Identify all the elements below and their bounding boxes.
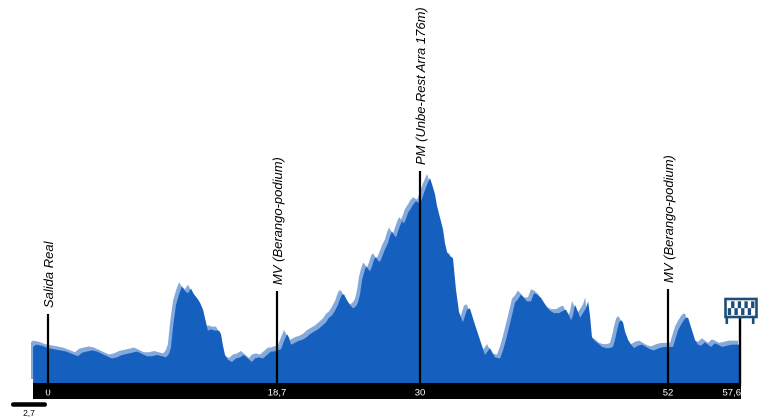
- x-axis-bar: [33, 383, 741, 399]
- flag-leg-left: [725, 316, 729, 324]
- scale-bar-label: 2,7: [23, 408, 35, 418]
- flag-checker-pattern: [727, 301, 755, 315]
- flag-checker-cell: [731, 301, 735, 309]
- x-tick-label: 0: [45, 388, 50, 399]
- flag-checker-cell: [751, 301, 755, 309]
- flag-pole: [738, 318, 742, 386]
- flag-leg-right: [751, 316, 755, 324]
- scale-bar: [11, 402, 47, 407]
- x-tick-label: 52: [663, 388, 674, 399]
- route-marker-pm-summit: PM (Unbe-Rest Arra 176m): [413, 7, 428, 390]
- flag-checker-cell: [741, 308, 745, 315]
- profile-area: [33, 178, 742, 383]
- route-marker-start: Salida Real: [41, 240, 56, 390]
- marker-label: Salida Real: [41, 240, 56, 308]
- finish-flag-icon: [724, 297, 758, 386]
- route-marker-mv1: MV (Berango-podium): [270, 157, 285, 390]
- route-marker-mv2: MV (Berango-podium): [661, 155, 676, 390]
- flag-checker-cell: [737, 301, 742, 309]
- flag-checker-cell: [727, 308, 732, 315]
- x-tick-label: 30: [415, 388, 426, 399]
- flag-checker-cell: [744, 301, 748, 309]
- x-axis-ticks: 0 18,7 30 52 57,6: [45, 388, 741, 399]
- profile-plot: [31, 174, 742, 383]
- marker-label: PM (Unbe-Rest Arra 176m): [413, 7, 428, 165]
- x-tick-label: 57,6: [723, 388, 742, 399]
- route-markers: Salida Real MV (Berango-podium) PM (Unbe…: [41, 7, 676, 390]
- marker-label: MV (Berango-podium): [270, 157, 285, 285]
- marker-label: MV (Berango-podium): [661, 155, 676, 283]
- flag-checker-cell: [747, 308, 752, 315]
- x-tick-label: 18,7: [268, 388, 287, 399]
- flag-checker-cell: [734, 308, 738, 315]
- distance-scale: 2,7: [11, 402, 47, 418]
